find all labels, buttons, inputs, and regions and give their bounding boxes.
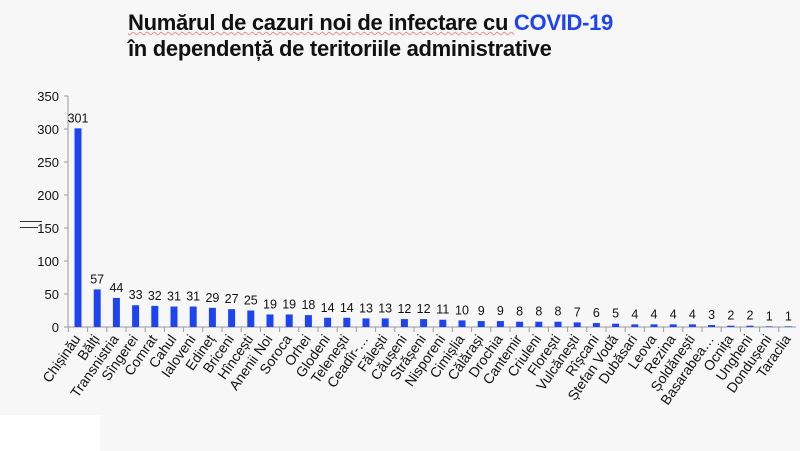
data-label: 301: [68, 111, 89, 125]
data-label: 4: [651, 307, 658, 321]
data-label: 1: [766, 309, 773, 323]
title-highlight: COVID-19: [513, 10, 613, 35]
bar: [208, 307, 216, 327]
data-label: 9: [497, 304, 504, 318]
bar: [189, 306, 197, 327]
bar: [746, 325, 754, 327]
bar: [420, 319, 428, 327]
chart-title: Numărul de cazuri noi de infectare cu CO…: [128, 10, 613, 62]
y-tick-label: 50: [45, 287, 59, 302]
data-label: 13: [378, 301, 392, 315]
data-label: 14: [340, 301, 354, 315]
data-label: 10: [455, 303, 469, 317]
bar: [727, 325, 735, 327]
data-label: 12: [417, 302, 431, 316]
y-tick-label: 150: [37, 221, 59, 236]
bar: [132, 305, 140, 327]
data-label: 32: [148, 289, 162, 303]
data-label: 8: [516, 305, 523, 319]
data-label: 19: [282, 297, 296, 311]
bar: [592, 323, 600, 327]
bar: [477, 321, 485, 327]
bar: [170, 306, 178, 327]
bar: [112, 297, 120, 327]
bar: [93, 289, 101, 327]
background: [100, 415, 800, 451]
bar: [151, 305, 159, 327]
data-label: 31: [167, 290, 181, 304]
bar: [765, 326, 773, 327]
data-label: 8: [535, 305, 542, 319]
data-label: 2: [727, 309, 734, 323]
background: [0, 0, 800, 415]
bar: [631, 324, 639, 327]
data-label: 7: [574, 305, 581, 319]
y-tick-label: 250: [37, 155, 59, 170]
data-label: 33: [129, 288, 143, 302]
data-label: 8: [555, 305, 562, 319]
bar: [362, 318, 370, 327]
bar: [458, 320, 466, 327]
y-tick-label: 200: [37, 188, 59, 203]
bar: [496, 321, 504, 327]
bar: [516, 321, 524, 327]
bar: [285, 314, 293, 327]
data-label: 13: [359, 301, 373, 315]
bar: [381, 318, 389, 327]
bar: [612, 323, 620, 327]
decorative-line: [20, 227, 38, 228]
bar: [400, 319, 408, 327]
data-label: 6: [593, 306, 600, 320]
data-label: 5: [612, 307, 619, 321]
bar: [247, 310, 255, 327]
data-label: 4: [670, 307, 677, 321]
data-label: 44: [109, 281, 123, 295]
y-tick-label: 100: [37, 254, 59, 269]
data-label: 1: [785, 309, 792, 323]
data-label: 14: [321, 301, 335, 315]
data-label: 11: [436, 303, 449, 317]
data-label: 29: [205, 291, 219, 305]
data-label: 4: [689, 307, 696, 321]
bar: [573, 322, 581, 327]
bar: [554, 321, 562, 327]
data-label: 3: [708, 308, 715, 322]
bar: [784, 326, 792, 327]
data-label: 9: [478, 304, 485, 318]
data-label: 12: [397, 302, 411, 316]
bar: [304, 315, 312, 327]
bar: [343, 317, 351, 327]
title-line1: Numărul de cazuri noi de infectare cu: [128, 10, 514, 35]
data-label: 19: [263, 297, 277, 311]
data-label: 2: [747, 309, 754, 323]
data-label: 57: [90, 272, 104, 286]
bar: [324, 317, 332, 327]
data-label: 4: [631, 307, 638, 321]
title-line2: în dependență de teritoriile administrat…: [128, 36, 552, 61]
bar: [688, 324, 696, 327]
data-label: 31: [186, 290, 200, 304]
y-tick-label: 0: [52, 320, 59, 335]
bar: [650, 324, 658, 327]
data-label: 27: [225, 292, 239, 306]
bar: [669, 324, 677, 327]
y-tick-label: 300: [37, 122, 59, 137]
data-label: 25: [244, 294, 258, 308]
bar: [439, 319, 447, 327]
decorative-line: [20, 221, 42, 222]
bar: [266, 314, 274, 327]
bar: [535, 321, 543, 327]
bar: [74, 128, 82, 327]
data-label: 18: [301, 298, 315, 312]
y-tick-label: 350: [37, 89, 59, 104]
bar: [708, 325, 716, 327]
bar: [228, 309, 236, 327]
